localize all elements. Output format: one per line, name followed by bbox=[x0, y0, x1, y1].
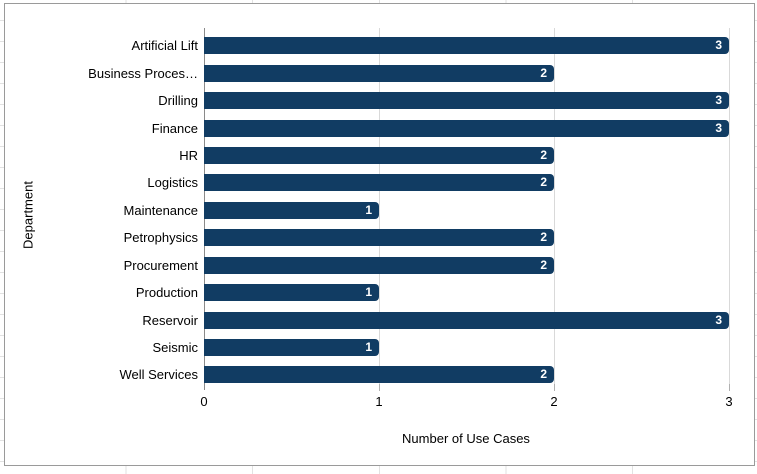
bar-value-label: 2 bbox=[540, 230, 547, 244]
bar-value-label: 1 bbox=[365, 340, 372, 354]
x-tick-label: 0 bbox=[200, 394, 208, 409]
bar-value-label: 3 bbox=[715, 313, 722, 327]
category-label: Drilling bbox=[158, 93, 198, 108]
category-label: Procurement bbox=[123, 258, 198, 273]
category-label: Business Proces… bbox=[88, 66, 198, 81]
category-label: Finance bbox=[151, 121, 198, 136]
category-label: Maintenance bbox=[123, 203, 198, 218]
x-gridline bbox=[554, 28, 555, 384]
category-label: Petrophysics bbox=[123, 230, 198, 245]
bar[interactable]: 2 bbox=[204, 366, 554, 383]
bar-value-label: 2 bbox=[540, 148, 547, 162]
bar-value-label: 2 bbox=[540, 367, 547, 381]
x-axis-tick bbox=[379, 384, 380, 391]
bar[interactable]: 2 bbox=[204, 147, 554, 164]
x-tick-label: 2 bbox=[550, 394, 558, 409]
bar-value-label: 2 bbox=[540, 66, 547, 80]
x-axis-tick bbox=[554, 384, 555, 391]
category-label: HR bbox=[179, 148, 198, 163]
bar[interactable]: 2 bbox=[204, 174, 554, 191]
bar[interactable]: 2 bbox=[204, 229, 554, 246]
bar-value-label: 3 bbox=[715, 121, 722, 135]
bar[interactable]: 2 bbox=[204, 65, 554, 82]
bar-value-label: 2 bbox=[540, 175, 547, 189]
bar[interactable]: 3 bbox=[204, 120, 729, 137]
category-label: Seismic bbox=[152, 340, 198, 355]
bar-value-label: 1 bbox=[365, 203, 372, 217]
bar[interactable]: 1 bbox=[204, 339, 379, 356]
x-tick-label: 3 bbox=[725, 394, 733, 409]
bar-value-label: 1 bbox=[365, 285, 372, 299]
category-label: Reservoir bbox=[142, 313, 198, 328]
bar[interactable]: 3 bbox=[204, 92, 729, 109]
bar-value-label: 2 bbox=[540, 258, 547, 272]
bar[interactable]: 1 bbox=[204, 202, 379, 219]
bar-value-label: 3 bbox=[715, 38, 722, 52]
category-label: Production bbox=[135, 285, 198, 300]
x-gridline bbox=[729, 28, 730, 384]
y-axis-title: Department bbox=[20, 181, 36, 249]
bar[interactable]: 1 bbox=[204, 284, 379, 301]
category-label: Logistics bbox=[147, 175, 198, 190]
category-label: Well Services bbox=[119, 367, 198, 382]
x-axis-title: Number of Use Cases bbox=[402, 431, 530, 446]
x-tick-label: 1 bbox=[375, 394, 383, 409]
x-axis-tick bbox=[729, 384, 730, 391]
category-label: Artificial Lift bbox=[131, 38, 198, 53]
bar[interactable]: 3 bbox=[204, 37, 729, 54]
chart-object[interactable]: Artificial Lift 3 Business Proces… 2 Drillin… bbox=[4, 3, 755, 466]
bar-value-label: 3 bbox=[715, 93, 722, 107]
x-gridline bbox=[379, 28, 380, 384]
bar[interactable]: 2 bbox=[204, 257, 554, 274]
bar[interactable]: 3 bbox=[204, 312, 729, 329]
